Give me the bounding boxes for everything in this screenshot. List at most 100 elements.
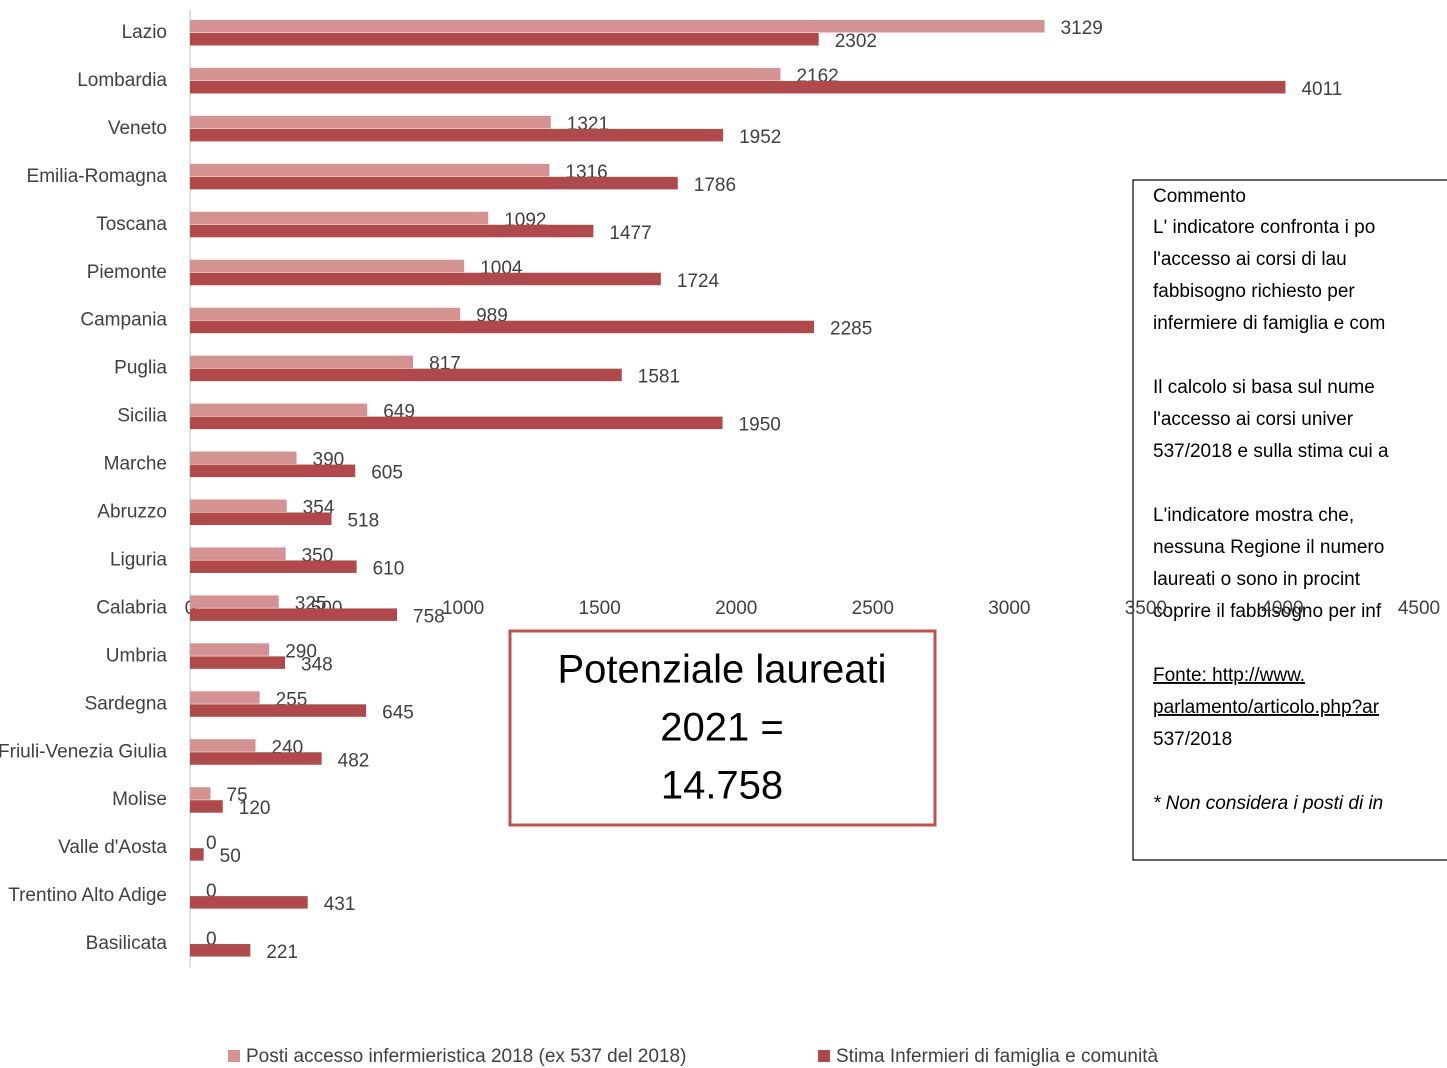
comment-line: l'accesso ai corsi univer [1153,409,1354,430]
value-label: 3129 [1061,18,1103,39]
annotation-text: 2021 = [660,706,783,750]
y-tick-label: Toscana [96,214,167,235]
comment-line: l'accesso ai corsi di lau [1153,249,1347,270]
value-label: 120 [239,798,271,819]
value-label: 1724 [677,271,720,292]
value-label: 605 [371,463,403,484]
bar [190,608,398,621]
comment-line: 537/2018 e sulla stima cui a [1153,441,1389,462]
bar [190,512,332,525]
bar [190,163,550,177]
y-tick-label: Molise [112,789,167,810]
comment-line: infermiere di famiglia e com [1153,313,1385,334]
value-label: 610 [373,558,405,579]
value-label: 758 [413,606,445,627]
y-tick-label: Veneto [108,118,167,139]
annotation-text: 14.758 [661,764,783,808]
x-tick-label: 3500 [1125,598,1167,619]
bar [190,80,1286,94]
bar [190,416,723,430]
y-tick-label: Emilia-Romagna [27,166,168,187]
x-tick-label: 4000 [1261,598,1303,619]
value-label: 221 [266,942,298,963]
bar [190,464,356,478]
x-tick-label: 1500 [579,598,621,619]
bar [190,128,724,142]
comment-line: coprire il fabbisogno per inf [1153,601,1382,622]
value-label: 518 [347,511,379,532]
bar [190,800,223,813]
y-tick-label: Calabria [96,597,167,618]
value-label: 2302 [835,31,877,52]
bar [190,403,368,417]
bar [190,355,414,369]
value-label: 75 [226,785,247,806]
annotation-text: Potenziale laureati [557,648,886,692]
y-tick-label: Sardegna [85,693,168,714]
x-tick-label: 2000 [715,598,757,619]
y-tick-label: Valle d'Aosta [58,837,167,858]
comment-line: Fonte: http://www. [1153,665,1305,686]
y-tick-label: Liguria [110,549,167,570]
x-tick-label: 2500 [852,598,894,619]
bar [190,704,367,717]
bar [190,499,287,512]
value-label: 348 [301,654,333,675]
comment-line: Il calcolo si basa sul nume [1153,377,1375,398]
bar [190,848,204,861]
y-tick-label: Lazio [122,22,167,43]
y-tick-label: Piemonte [87,262,167,283]
comment-line: L'indicatore mostra che, [1153,505,1354,526]
comment-title: Commento [1153,186,1246,207]
value-label: 1477 [609,223,651,244]
bar [190,451,297,465]
comment-line: fabbisogno richiesto per [1153,281,1355,302]
value-label: 1950 [739,415,781,436]
bar [190,320,815,334]
value-label: 50 [220,846,241,867]
comment-line: parlamento/articolo.php?ar [1153,697,1380,718]
comment-line: laureati o sono in procint [1153,569,1361,590]
bar [190,643,270,656]
bar [190,752,322,765]
bar [190,115,551,129]
legend-swatch [228,1050,240,1062]
value-label: 2285 [830,319,872,340]
y-tick-label: Abruzzo [97,502,167,523]
bar [190,547,286,560]
bar [190,944,251,957]
value-label: 0 [206,833,217,854]
comment-line: nessuna Regione il numero [1153,537,1384,558]
value-label: 1952 [739,127,781,148]
legend-label: Posti accesso infermieristica 2018 (ex 5… [246,1046,686,1067]
bar [190,656,286,669]
bar [190,560,357,573]
bar [190,595,279,608]
bar [190,176,678,190]
y-tick-label: Friuli-Venezia Giulia [0,741,167,762]
y-tick-label: Marche [104,454,167,475]
value-label: 0 [206,929,217,950]
y-tick-label: Lombardia [77,70,167,91]
value-label: 645 [382,702,414,723]
bar [190,307,461,321]
value-label: 431 [324,894,356,915]
value-label: 290 [285,641,317,662]
x-tick-label: 3000 [988,598,1030,619]
bar [190,224,594,238]
bar [190,368,622,382]
y-tick-label: Umbria [106,645,168,666]
value-label: 482 [338,750,370,771]
value-label: 1786 [694,175,736,196]
comment-line: L' indicatore confronta i po [1153,217,1375,238]
legend-label: Stima Infermieri di famiglia e comunità [836,1046,1158,1067]
x-tick-label: 1000 [442,598,484,619]
bar [190,211,489,225]
x-tick-label: 4500 [1398,598,1440,619]
value-label: 0 [206,881,217,902]
comment-box [1132,179,1447,861]
bar [190,787,211,800]
bar [190,259,465,273]
comment-line: 537/2018 [1153,729,1232,750]
